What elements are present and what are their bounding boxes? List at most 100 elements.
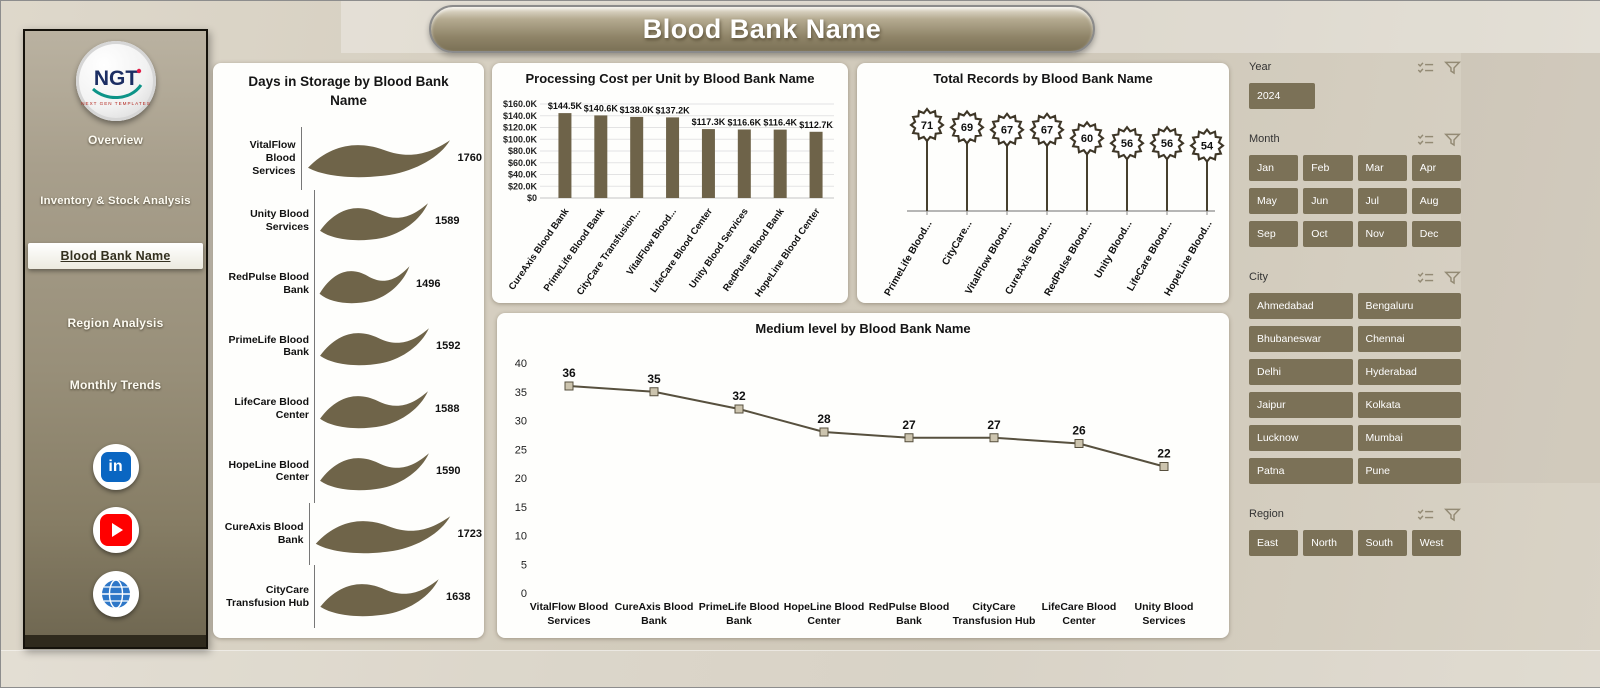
month-option-may[interactable]: May — [1249, 188, 1299, 214]
sidebar-item-overview[interactable]: Overview — [88, 133, 143, 147]
checklist-icon[interactable] — [1417, 507, 1434, 522]
svg-text:26: 26 — [1072, 424, 1086, 438]
sidebar-item-region-analysis[interactable]: Region Analysis — [67, 316, 164, 330]
category-label: CityCare Transfusion Hub — [226, 584, 309, 609]
linkedin-button[interactable]: in — [92, 444, 139, 490]
filter-icon[interactable] — [1444, 507, 1461, 522]
checklist-icon[interactable] — [1417, 270, 1434, 285]
ribbon-shape[interactable] — [317, 197, 431, 245]
city-option-mumbai[interactable]: Mumbai — [1357, 425, 1461, 451]
page-title: Blood Bank Name — [429, 5, 1095, 53]
checklist-icon[interactable] — [1417, 60, 1434, 75]
bar[interactable] — [737, 129, 751, 198]
star-marker[interactable] — [1029, 112, 1065, 148]
region-option-west[interactable]: West — [1411, 530, 1461, 556]
bar[interactable] — [773, 129, 787, 198]
region-option-south[interactable]: South — [1357, 530, 1407, 556]
month-option-jul[interactable]: Jul — [1357, 188, 1407, 214]
star-marker[interactable] — [949, 109, 985, 146]
month-option-apr[interactable]: Apr — [1411, 155, 1461, 181]
city-option-patna[interactable]: Patna — [1249, 458, 1353, 484]
star-marker[interactable] — [1189, 127, 1225, 164]
category-label: CureAxis Blood Bank — [224, 521, 304, 547]
sidebar-item-inventory-stock-analysis[interactable]: Inventory & Stock Analysis — [40, 195, 191, 207]
city-option-lucknow[interactable]: Lucknow — [1249, 425, 1353, 451]
line-marker[interactable] — [564, 381, 574, 391]
star-marker[interactable] — [1109, 125, 1145, 161]
svg-text:LifeCare Blood Center: LifeCare Blood Center — [648, 206, 715, 295]
sidebar-item-monthly-trends[interactable]: Monthly Trends — [69, 378, 162, 392]
bar[interactable] — [558, 113, 572, 198]
bar[interactable] — [594, 115, 608, 198]
year-option-2024[interactable]: 2024 — [1249, 83, 1315, 109]
ribbon-shape[interactable] — [317, 573, 442, 621]
ribbon-shape[interactable] — [312, 510, 454, 558]
city-option-jaipur[interactable]: Jaipur — [1249, 392, 1353, 418]
ribbon-shape[interactable] — [317, 322, 432, 370]
svg-text:10: 10 — [515, 531, 527, 543]
line-marker[interactable] — [989, 433, 999, 443]
bar[interactable] — [809, 131, 823, 198]
filter-label-city: City — [1249, 271, 1268, 283]
city-option-chennai[interactable]: Chennai — [1357, 326, 1461, 352]
city-option-kolkata[interactable]: Kolkata — [1357, 392, 1461, 418]
line-marker[interactable] — [1159, 462, 1169, 471]
line-marker[interactable] — [649, 387, 659, 397]
ribbon-area: 1760 — [300, 127, 482, 190]
ribbon-shape[interactable] — [317, 447, 432, 495]
checklist-icon[interactable] — [1417, 132, 1434, 147]
star-marker[interactable] — [1149, 125, 1185, 161]
value-label: 1590 — [436, 465, 461, 478]
chart-days-in-storage: Days in Storage by Blood Bank Name Vital… — [213, 63, 484, 638]
city-option-pune[interactable]: Pune — [1357, 458, 1461, 484]
value-label: 1760 — [457, 152, 482, 165]
star-marker[interactable] — [989, 112, 1025, 148]
line-marker[interactable] — [819, 427, 829, 437]
city-option-delhi[interactable]: Delhi — [1249, 359, 1353, 385]
city-option-hyderabad[interactable]: Hyderabad — [1357, 359, 1461, 385]
sidebar-item-blood-bank-name[interactable]: Blood Bank Name — [28, 243, 203, 269]
filter-icon[interactable] — [1444, 60, 1461, 75]
line-marker[interactable] — [734, 404, 744, 414]
month-option-jan[interactable]: Jan — [1249, 155, 1299, 181]
filter-icon[interactable] — [1444, 132, 1461, 147]
svg-text:25: 25 — [515, 444, 527, 456]
category-label: Unity Blood Services — [250, 208, 309, 233]
ribbon-shape[interactable] — [317, 385, 431, 433]
month-option-jun[interactable]: Jun — [1303, 188, 1353, 214]
city-option-bhubaneswar[interactable]: Bhubaneswar — [1249, 326, 1353, 352]
youtube-icon — [99, 514, 132, 546]
star-marker[interactable] — [1069, 120, 1105, 157]
ribbon-area: 1592 — [314, 314, 482, 378]
month-option-mar[interactable]: Mar — [1357, 155, 1407, 181]
chart-processing-cost: Processing Cost per Unit by Blood Bank N… — [492, 63, 848, 303]
city-option-bengaluru[interactable]: Bengaluru — [1357, 293, 1461, 319]
month-option-feb[interactable]: Feb — [1303, 155, 1353, 181]
logo-text: NGT — [93, 67, 138, 90]
background-shape — [1461, 53, 1600, 483]
ribbon-shape[interactable] — [317, 260, 412, 308]
month-option-oct[interactable]: Oct — [1303, 221, 1353, 247]
line-marker[interactable] — [904, 433, 914, 443]
month-option-dec[interactable]: Dec — [1411, 221, 1461, 247]
month-option-nov[interactable]: Nov — [1357, 221, 1407, 247]
region-option-east[interactable]: East — [1249, 530, 1299, 556]
bar[interactable] — [666, 117, 680, 198]
star-marker[interactable] — [909, 107, 945, 143]
city-option-ahmedabad[interactable]: Ahmedabad — [1249, 293, 1353, 319]
logo-swoosh — [91, 84, 142, 99]
svg-text:56: 56 — [1161, 138, 1173, 150]
ribbon-shape[interactable] — [304, 134, 454, 182]
svg-text:67: 67 — [1001, 125, 1013, 137]
filter-section-city: City Ahmedabad Bengaluru Bhubaneswar Chenna… — [1249, 269, 1461, 484]
website-button[interactable] — [92, 571, 139, 617]
filter-icon[interactable] — [1444, 270, 1461, 285]
youtube-button[interactable] — [92, 507, 139, 553]
category-label: PrimeLife Blood Bank — [699, 601, 780, 627]
bar[interactable] — [630, 116, 644, 198]
bar[interactable] — [701, 129, 715, 198]
region-option-north[interactable]: North — [1303, 530, 1353, 556]
month-option-aug[interactable]: Aug — [1411, 188, 1461, 214]
line-marker[interactable] — [1074, 439, 1084, 448]
month-option-sep[interactable]: Sep — [1249, 221, 1299, 247]
